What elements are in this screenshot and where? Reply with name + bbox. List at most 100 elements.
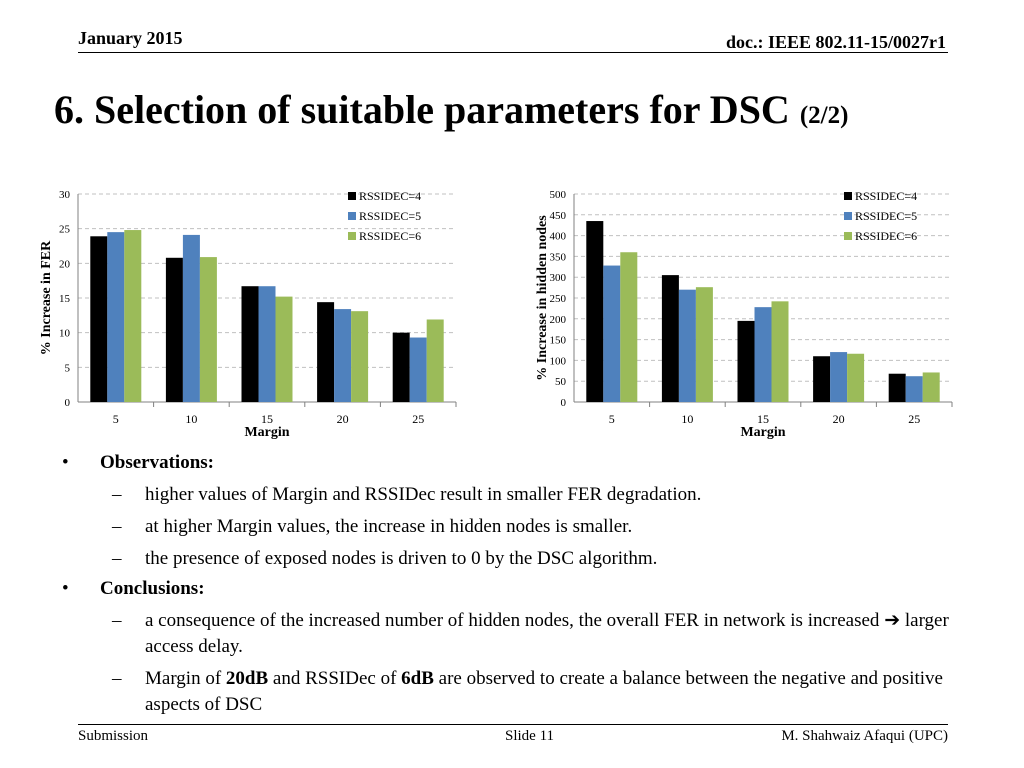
fer-chart-xtick-label: 20	[337, 412, 349, 426]
hidden-chart-xtick-label: 20	[833, 412, 845, 426]
sub-bullet-dash: –	[112, 548, 122, 569]
fer-chart-ytick-label: 10	[59, 328, 71, 340]
bullet-dot: •	[62, 578, 69, 599]
footer-slide-number: Slide 11	[505, 728, 555, 744]
fer-chart-legend-label: RSSIDEC=4	[359, 189, 421, 203]
fer-chart-svg: 0 5 10 15 20 25 30 5 10 15 20 25 Margin % Increase in…	[39, 189, 457, 440]
bullet-dot: •	[62, 452, 69, 473]
sub-bullet: – Margin of 20dB and RSSIDec of 6dB are …	[62, 666, 962, 718]
fer-chart-xtick-label: 10	[185, 412, 197, 426]
fer-chart-xtick-label: 15	[261, 412, 273, 426]
fer-chart-bar	[334, 309, 352, 402]
sub-bullet-text: and RSSIDec of	[268, 668, 402, 689]
fer-chart-bar	[165, 257, 183, 402]
header-doc-id: doc.: IEEE 802.11-15/0027r1	[725, 32, 946, 52]
header-divider	[78, 52, 948, 53]
hidden-chart-legend-label: RSSIDEC=4	[855, 189, 917, 203]
bullet-label: Observations:	[100, 452, 214, 473]
hidden-chart-legend-swatch	[844, 212, 852, 220]
hidden-chart-xlabel: Margin	[740, 425, 785, 440]
hidden-chart-ytick-label: 150	[550, 335, 567, 347]
hidden-chart-ytick-label: 100	[550, 355, 567, 367]
sub-bullet: – at higher Margin values, the increase …	[62, 514, 962, 540]
fer-chart-legend-swatch	[348, 192, 356, 200]
fer-chart-bar	[275, 296, 293, 402]
hidden-chart-ytick-label: 200	[550, 314, 567, 326]
fer-chart-legend-swatch	[348, 212, 356, 220]
sub-bullet: – a consequence of the increased number …	[62, 608, 962, 660]
hidden-chart-ytick-label: 0	[561, 397, 567, 409]
hidden-chart-legend-swatch	[844, 232, 852, 240]
footer-divider	[78, 724, 948, 725]
hidden-chart-xtick-label: 10	[681, 412, 693, 426]
hidden-chart-ytick-label: 350	[550, 251, 567, 263]
highlight-rssidec-value: 6dB	[401, 668, 434, 689]
fer-chart-xtick-label: 5	[113, 412, 119, 426]
hidden-chart-ytick-label: 50	[555, 376, 567, 388]
hidden-chart-bar	[737, 320, 755, 402]
fer-chart-bar	[90, 236, 108, 402]
hidden-chart-ytick-label: 250	[550, 293, 567, 305]
fer-chart-legend-label: RSSIDEC=6	[359, 229, 421, 243]
sub-bullet: – the presence of exposed nodes is drive…	[62, 546, 962, 572]
fer-chart-legend-swatch	[348, 232, 356, 240]
hidden-chart-bar	[695, 287, 713, 402]
fer-chart-ylabel: % Increase in FER	[39, 240, 54, 355]
arrow-icon: ➔	[884, 610, 901, 631]
sub-bullet: – higher values of Margin and RSSIDec re…	[62, 482, 962, 508]
hidden-chart-xtick-label: 25	[908, 412, 920, 426]
fer-chart-bar	[107, 232, 125, 402]
footer-author: M. Shahwaiz Afaqui (UPC)	[781, 728, 948, 744]
hidden-chart-bar	[678, 289, 696, 402]
fer-chart-bar	[317, 302, 335, 402]
hidden-chart-bar	[905, 376, 923, 402]
sub-bullet-dash: –	[112, 484, 122, 505]
hidden-chart-legend-label: RSSIDEC=5	[855, 209, 917, 223]
hidden-chart-ytick-label: 450	[550, 210, 567, 222]
fer-chart-ytick-label: 0	[65, 397, 71, 409]
hidden-chart-ylabel: % Increase in hidden nodes	[535, 215, 550, 381]
fer-chart-bar	[351, 311, 369, 402]
sub-bullet-text: larger access delay.	[145, 610, 949, 657]
bullet-observations: • Observations:	[62, 450, 962, 476]
hidden-chart-bar	[830, 352, 848, 402]
slide-title: 6. Selection of suitable parameters for …	[54, 86, 848, 133]
hidden-chart-bar	[813, 356, 831, 402]
hidden-chart-bar	[771, 301, 789, 402]
fer-chart-bar	[426, 319, 444, 402]
hidden-chart-bar	[603, 265, 621, 402]
fer-chart-bar	[409, 337, 427, 402]
hidden-chart-bar	[586, 221, 604, 402]
fer-chart-ytick-label: 20	[59, 258, 71, 270]
slide-title-main: 6. Selection of suitable parameters for …	[54, 87, 800, 132]
sub-bullet-dash: –	[112, 516, 122, 537]
hidden-chart-svg: 0 50 100 150 200 250 300 350 400 450 500 5 10 15 20 25 M…	[535, 189, 953, 440]
hidden-chart-bar	[754, 307, 772, 402]
fer-chart-bar	[241, 286, 259, 402]
fer-chart-ytick-label: 5	[65, 362, 71, 374]
bullet-label: Conclusions:	[100, 578, 205, 599]
hidden-chart-bar	[661, 275, 679, 402]
sub-bullet-text: the presence of exposed nodes is driven …	[145, 548, 658, 569]
hidden-chart-legend-label: RSSIDEC=6	[855, 229, 917, 243]
hidden-chart-ytick-label: 500	[550, 189, 567, 201]
fer-chart-bar	[258, 286, 276, 402]
slide-title-suffix: (2/2)	[799, 102, 849, 129]
hidden-chart-xtick-label: 5	[609, 412, 615, 426]
hidden-nodes-chart: 0 50 100 150 200 250 300 350 400 450 500 5 10 15 20 25 M…	[524, 178, 974, 444]
hidden-chart-xtick-label: 15	[757, 412, 769, 426]
fer-chart-bar	[392, 332, 410, 402]
sub-bullet-text: higher values of Margin and RSSIDec resu…	[145, 484, 702, 505]
fer-chart-xtick-label: 25	[412, 412, 424, 426]
fer-chart-bar	[124, 230, 142, 402]
hidden-chart-bar	[888, 373, 906, 402]
fer-chart-legend-label: RSSIDEC=5	[359, 209, 421, 223]
hidden-chart-bar	[847, 353, 865, 402]
fer-chart: 0 5 10 15 20 25 30 5 10 15 20 25 Margin % Increase in…	[28, 178, 478, 444]
fer-chart-ytick-label: 25	[59, 224, 71, 236]
hidden-chart-bar	[620, 252, 638, 402]
sub-bullet-text: at higher Margin values, the increase in…	[145, 516, 633, 537]
fer-chart-ytick-label: 15	[59, 293, 71, 305]
hidden-chart-ytick-label: 300	[550, 272, 567, 284]
fer-chart-bar	[182, 234, 200, 402]
